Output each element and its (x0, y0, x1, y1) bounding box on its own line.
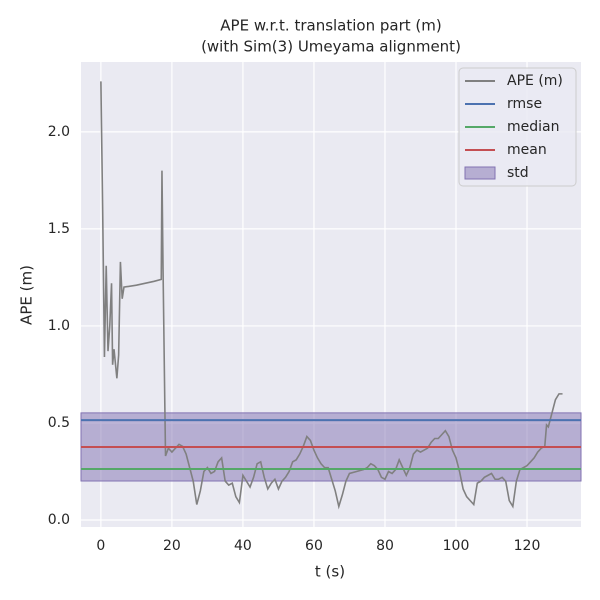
legend-label: APE (m) (507, 73, 563, 89)
x-tick-label: 20 (163, 538, 181, 554)
x-tick-label: 40 (234, 538, 252, 554)
chart-subtitle: (with Sim(3) Umeyama alignment) (201, 38, 461, 56)
x-tick-label: 80 (376, 538, 394, 554)
legend-swatch (464, 166, 496, 180)
y-tick-label: 0.0 (48, 512, 70, 528)
x-tick-label: 60 (305, 538, 323, 554)
legend-label: rmse (507, 96, 542, 112)
legend-label: median (507, 119, 559, 135)
y-tick-label: 1.5 (48, 221, 70, 237)
y-tick-label: 1.0 (48, 318, 70, 334)
legend-label: std (507, 165, 529, 181)
data-line (100, 81, 563, 510)
x-tick-label: 100 (443, 538, 470, 554)
legend-box (458, 67, 577, 187)
x-axis-label: t (s) (315, 563, 345, 581)
x-tick-label: 120 (514, 538, 541, 554)
y-tick-label: 2.0 (48, 124, 70, 140)
chart-title: APE w.r.t. translation part (m) (220, 17, 441, 35)
x-tick-label: 0 (96, 538, 105, 554)
y-axis-label: APE (m) (18, 265, 36, 325)
y-tick-label: 0.5 (48, 415, 70, 431)
legend-label: mean (507, 142, 547, 158)
